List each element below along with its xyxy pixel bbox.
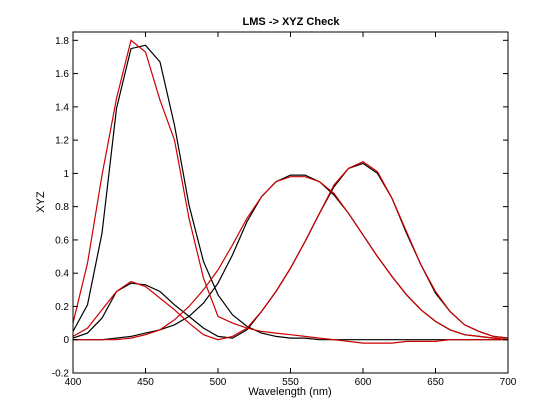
y-tick-label: 0 [63,335,69,346]
x-tick-label: 500 [210,377,227,388]
y-tick-label: 0.4 [55,269,69,280]
y-tick-label: 1 [63,169,69,180]
plot-lines [72,39,509,344]
y-tick-label: 1.8 [55,36,69,47]
axis-ticks: 400 450 500 550 600 650 700 -0.2 0 0.2 0.4 0.6 0.8 1 1… [52,32,517,388]
y-tick-label: -0.2 [52,369,70,380]
y-tick-label: 1.6 [55,69,69,80]
series-line-4 [72,161,509,341]
y-tick-label: 1.4 [55,102,69,113]
y-tick-label: 0.8 [55,202,69,213]
series-line-6 [72,39,508,344]
series-line-5 [73,176,509,341]
y-tick-label: 0.2 [55,302,69,313]
chart-title: LMS -> XYZ Check [243,16,341,28]
x-tick-label: 650 [427,377,444,388]
x-tick-label: 450 [137,377,154,388]
series-line-3 [72,44,508,341]
x-tick-label: 700 [500,377,517,388]
x-axis-label: Wavelength (nm) [248,386,331,398]
x-tick-label: 550 [282,377,299,388]
y-tick-label: 0.6 [55,235,69,246]
y-tick-label: 1.2 [55,136,69,147]
x-tick-label: 400 [65,377,82,388]
x-tick-label: 600 [355,377,372,388]
y-axis-label: XYZ [35,191,47,213]
